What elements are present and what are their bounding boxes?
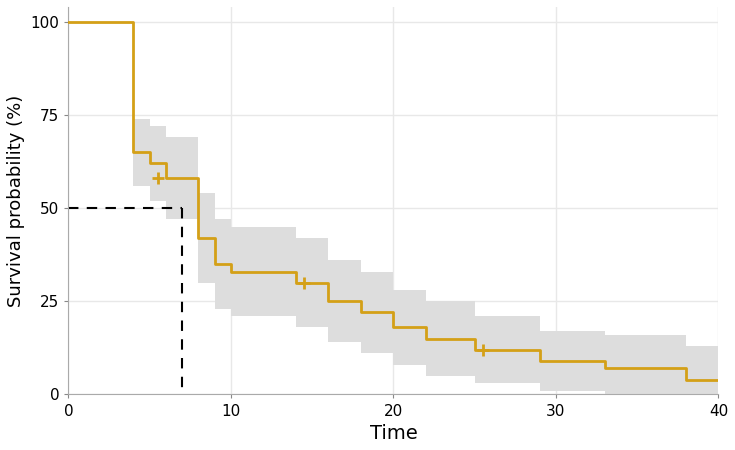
X-axis label: Time: Time — [370, 424, 417, 443]
Y-axis label: Survival probability (%): Survival probability (%) — [7, 94, 25, 307]
